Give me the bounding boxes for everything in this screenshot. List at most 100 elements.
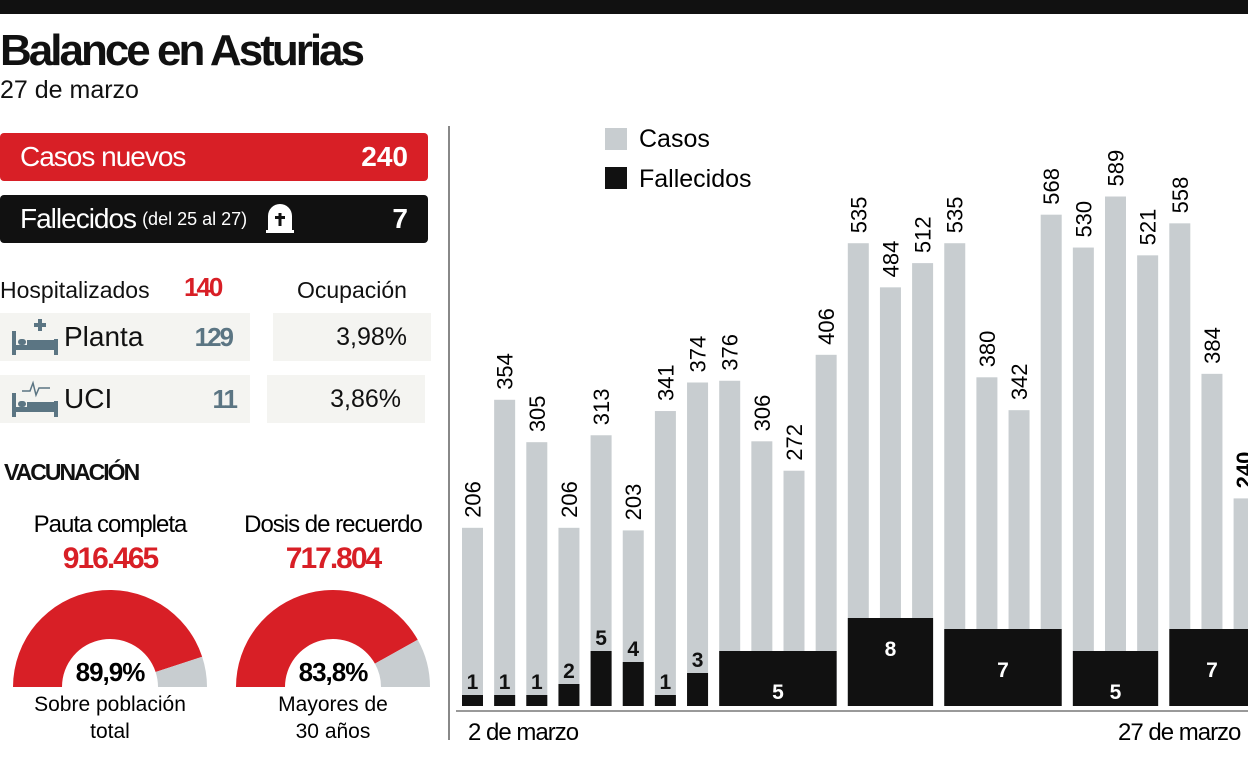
vacunacion-title: VACUNACIÓN bbox=[4, 459, 140, 485]
casos-label: 380 bbox=[975, 331, 1000, 368]
planta-row: Planta 129 bbox=[0, 313, 250, 361]
gauge-value: 916.465 bbox=[63, 542, 159, 575]
fallecidos-note: (del 25 al 27) bbox=[142, 208, 248, 229]
casos-bar bbox=[1169, 223, 1191, 706]
gauge-value: 717.804 bbox=[286, 542, 383, 575]
casos-label: 306 bbox=[750, 395, 775, 432]
gauge-caption: Mayores de bbox=[278, 693, 388, 716]
gauge-percent: 89,9% bbox=[76, 657, 146, 687]
casos-bar bbox=[558, 527, 580, 706]
fallecidos-label: 1 bbox=[499, 671, 511, 694]
casos-bar bbox=[879, 287, 901, 706]
fallecidos-bar bbox=[687, 673, 709, 706]
x-end-label: 27 de marzo bbox=[1118, 719, 1241, 746]
casos-bar bbox=[751, 441, 773, 706]
casos-label: 305 bbox=[525, 395, 550, 432]
gauge-remainder bbox=[374, 639, 430, 687]
casos-bar bbox=[976, 377, 998, 706]
casos-bar bbox=[944, 243, 966, 706]
fallecidos-label: 7 bbox=[997, 659, 1009, 682]
fallecidos-bar bbox=[1072, 651, 1159, 706]
fallecidos-bar bbox=[944, 629, 1062, 706]
casos-label: 342 bbox=[1007, 363, 1032, 400]
casos-bar bbox=[590, 435, 612, 706]
casos-bar bbox=[1201, 373, 1223, 706]
casos-label: 374 bbox=[686, 336, 711, 373]
casos-label: 512 bbox=[911, 216, 936, 253]
casos-bar bbox=[1040, 214, 1062, 706]
fallecidos-label: 3 bbox=[692, 649, 704, 672]
tombstone-icon bbox=[266, 204, 295, 233]
fallecidos-box: Fallecidos (del 25 al 27) 7 bbox=[0, 195, 428, 243]
legend-swatch-fallecidos bbox=[605, 167, 627, 189]
gauge-caption: 30 años bbox=[296, 720, 371, 743]
fallecidos-label: 4 bbox=[627, 638, 639, 661]
fallecidos-label: Fallecidos bbox=[20, 203, 137, 234]
casos-label: 341 bbox=[653, 364, 678, 401]
casos-bar bbox=[687, 382, 709, 706]
top-bar bbox=[0, 0, 1248, 14]
casos-label: 558 bbox=[1168, 177, 1193, 214]
fallecidos-label: 2 bbox=[563, 660, 575, 683]
fallecidos-label: 7 bbox=[1206, 659, 1218, 682]
legend-label-fallecidos: Fallecidos bbox=[639, 165, 752, 193]
uci-label: UCI bbox=[64, 383, 113, 414]
casos-bar bbox=[912, 263, 934, 706]
casos-label: 240 bbox=[1232, 452, 1248, 489]
fallecidos-label: 1 bbox=[531, 671, 543, 694]
hospitalizados-total: 140 bbox=[184, 272, 223, 302]
casos-label: 206 bbox=[557, 481, 582, 518]
gauge-fill bbox=[236, 590, 418, 687]
fallecidos-bar bbox=[719, 651, 837, 706]
casos-label: 384 bbox=[1200, 327, 1225, 364]
fallecidos-label: 1 bbox=[467, 671, 479, 694]
fallecidos-bar bbox=[622, 662, 644, 706]
planta-label: Planta bbox=[64, 321, 144, 352]
casos-label: 272 bbox=[782, 424, 807, 461]
casos-bar bbox=[719, 380, 741, 706]
casos-label: 203 bbox=[621, 484, 646, 521]
casos-bar bbox=[462, 527, 483, 706]
casos-label: 530 bbox=[1071, 201, 1096, 238]
casos-label: 589 bbox=[1104, 150, 1129, 187]
uci-ocupacion: 3,86% bbox=[267, 375, 425, 423]
fallecidos-label: 1 bbox=[660, 671, 672, 694]
x-axis bbox=[456, 710, 1248, 712]
gauge-remainder bbox=[155, 656, 207, 687]
casos-bar bbox=[815, 354, 837, 706]
uci-value: 11 bbox=[212, 383, 238, 414]
icu-bed-icon bbox=[12, 380, 58, 417]
gauge-caption: total bbox=[90, 720, 130, 743]
gauge-percent: 83,8% bbox=[299, 657, 369, 687]
gauge-fill bbox=[13, 590, 203, 687]
fallecidos-bar bbox=[1169, 629, 1248, 706]
casos-bar bbox=[654, 411, 676, 706]
legend-swatch-casos bbox=[605, 128, 627, 150]
gauge-caption: Sobre población bbox=[34, 693, 186, 716]
fallecidos-bar bbox=[526, 695, 548, 706]
casos-label: 484 bbox=[878, 241, 903, 278]
gauge-label: Pauta completa bbox=[34, 511, 188, 538]
fallecidos-label: 5 bbox=[595, 627, 607, 650]
fallecidos-bar bbox=[590, 651, 612, 706]
casos-label: 535 bbox=[846, 197, 871, 234]
fallecidos-bar bbox=[462, 695, 483, 706]
x-start-label: 2 de marzo bbox=[468, 719, 579, 746]
planta-ocupacion: 3,98% bbox=[273, 313, 431, 361]
casos-bar bbox=[1105, 196, 1126, 706]
casos-label: 376 bbox=[718, 334, 743, 371]
uci-row: UCI 11 bbox=[0, 375, 250, 423]
casos-bar bbox=[783, 470, 805, 706]
legend-label-casos: Casos bbox=[639, 125, 710, 153]
fallecidos-value: 7 bbox=[392, 203, 408, 234]
casos-bar bbox=[1137, 255, 1159, 706]
vaccination-gauges: Pauta completa 916.465 89,9% Sobre població… bbox=[13, 511, 430, 743]
casos-nuevos-box: Casos nuevos 240 bbox=[0, 133, 428, 181]
hospitalizados-label: Hospitalizados bbox=[0, 277, 150, 303]
casos-bar bbox=[526, 442, 548, 706]
casos-label: 568 bbox=[1039, 168, 1064, 205]
gauge-label: Dosis de recuerdo bbox=[244, 511, 422, 538]
casos-label: Casos nuevos bbox=[20, 141, 186, 172]
divider bbox=[448, 126, 450, 740]
fallecidos-bar bbox=[494, 695, 516, 706]
